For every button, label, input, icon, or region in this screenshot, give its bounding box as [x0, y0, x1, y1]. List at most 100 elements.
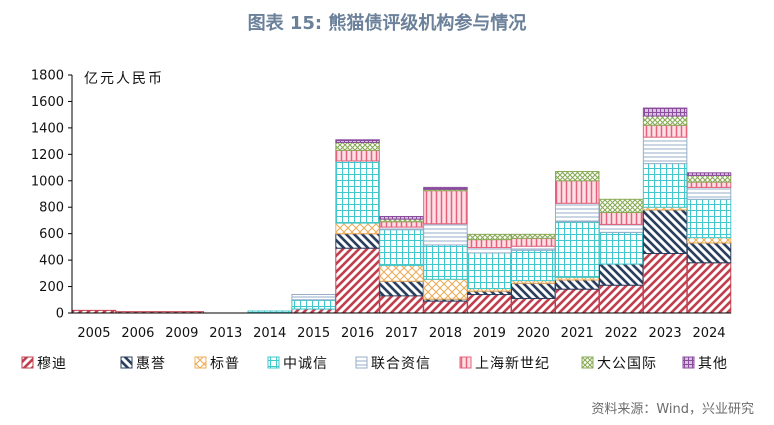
bar-2018-中诚信 — [423, 244, 468, 280]
legend-swatch-其他 — [682, 356, 695, 369]
legend-label: 联合资信 — [371, 356, 431, 372]
x-tick-label: 2015 — [297, 326, 330, 341]
bar-2024-联合资信 — [686, 186, 732, 200]
x-tick-label: 2009 — [165, 326, 198, 341]
legend-label: 其他 — [698, 356, 728, 372]
legend-swatch-标普 — [194, 356, 207, 369]
bar-2021-大公国际 — [554, 171, 600, 182]
bar-2018-上海新世纪 — [423, 190, 468, 225]
x-tick-label: 2017 — [385, 326, 418, 341]
legend-label: 上海新世纪 — [475, 356, 550, 372]
x-tick-label: 2013 — [209, 326, 242, 341]
bar-2016-惠誉 — [335, 233, 380, 249]
bar-2024-标普 — [686, 237, 732, 244]
bar-2023-穆迪 — [642, 253, 688, 314]
axes-layer: 0 200 400 600 800 1000 1200 1400 1600 1800 2005 200… — [31, 69, 731, 341]
y-tick-label: 400 — [39, 254, 64, 269]
x-tick-label: 2006 — [121, 326, 154, 341]
legend-swatch-大公国际 — [581, 356, 594, 369]
bar-2024-大公国际 — [686, 174, 732, 183]
legend-label: 穆迪 — [37, 356, 67, 372]
legend-label: 中诚信 — [283, 356, 328, 372]
x-tick-label: 2016 — [341, 326, 374, 341]
x-tick-label: 2024 — [692, 326, 725, 341]
bars-layer — [71, 107, 732, 314]
y-tick-label: 1800 — [31, 69, 64, 84]
bar-2022-惠誉 — [598, 263, 644, 286]
legend-swatch-联合资信 — [355, 356, 368, 369]
bar-2019-上海新世纪 — [467, 239, 512, 249]
bar-2021-中诚信 — [554, 221, 600, 278]
bar-2018-联合资信 — [423, 223, 468, 246]
bar-2019-穆迪 — [467, 293, 512, 314]
x-tick-label: 2005 — [77, 326, 110, 341]
bar-2024-中诚信 — [686, 198, 732, 239]
bar-2020-中诚信 — [511, 249, 556, 282]
bar-2017-标普 — [379, 264, 424, 282]
legend-swatch-惠誉 — [120, 356, 133, 369]
y-tick-label: 1000 — [31, 174, 64, 189]
bar-2019-大公国际 — [467, 233, 512, 241]
x-tick-label: 2019 — [473, 326, 506, 341]
x-tick-label: 2018 — [429, 326, 462, 341]
legend-label: 大公国际 — [597, 356, 657, 372]
bar-2020-上海新世纪 — [511, 237, 556, 247]
bar-2023-上海新世纪 — [642, 124, 688, 138]
bar-2021-穆迪 — [554, 288, 600, 314]
bar-2016-穆迪 — [335, 247, 380, 314]
y-tick-label: 1200 — [31, 148, 64, 163]
y-tick-label: 0 — [56, 307, 64, 322]
bar-2020-联合资信 — [511, 245, 556, 251]
bar-2019-中诚信 — [467, 252, 512, 290]
legend-swatch-上海新世纪 — [459, 356, 472, 369]
x-tick-label: 2020 — [517, 326, 550, 341]
bar-2016-大公国际 — [335, 141, 380, 151]
bar-2020-惠誉 — [511, 282, 556, 299]
bar-2021-上海新世纪 — [554, 180, 600, 204]
bar-2023-其他 — [642, 107, 688, 117]
y-tick-label: 600 — [39, 227, 64, 242]
legend-swatch-穆迪 — [21, 356, 34, 369]
bar-2022-联合资信 — [598, 223, 644, 233]
legend-label: 标普 — [210, 356, 240, 372]
y-axis-unit-label: 亿元人民币 — [84, 71, 164, 87]
legend: 穆迪 惠誉 标普 中诚信 联合资信 上海新世纪 大公国际 其他 — [21, 356, 728, 372]
bar-2024-上海新世纪 — [686, 181, 732, 188]
bar-2024-穆迪 — [686, 262, 732, 314]
bar-2016-其他 — [335, 139, 380, 143]
bar-2019-联合资信 — [467, 247, 512, 254]
bar-2023-联合资信 — [642, 136, 688, 165]
bar-2020-大公国际 — [511, 233, 556, 239]
bar-2020-穆迪 — [511, 297, 556, 314]
bar-2015-中诚信 — [291, 299, 336, 310]
bar-2015-联合资信 — [291, 293, 336, 301]
y-tick-label: 1600 — [31, 95, 64, 110]
bar-2023-中诚信 — [642, 163, 688, 208]
bar-2017-中诚信 — [379, 229, 424, 266]
bar-2016-上海新世纪 — [335, 149, 380, 162]
chart-title: 图表 15: 熊猫债评级机构参与情况 — [247, 13, 527, 34]
bar-2021-联合资信 — [554, 202, 600, 223]
bar-2024-其他 — [686, 172, 732, 176]
bar-2018-其他 — [423, 186, 468, 190]
bar-2017-上海新世纪 — [379, 221, 424, 228]
bar-2021-惠誉 — [554, 279, 600, 290]
legend-swatch-中诚信 — [267, 356, 280, 369]
bar-2022-中诚信 — [598, 231, 644, 265]
bar-2022-穆迪 — [598, 284, 644, 314]
x-tick-label: 2014 — [253, 326, 286, 341]
bar-2017-其他 — [379, 215, 424, 220]
bar-2022-大公国际 — [598, 198, 644, 214]
bar-2018-标普 — [423, 278, 468, 300]
bar-2023-大公国际 — [642, 115, 688, 126]
bar-2017-惠誉 — [379, 280, 424, 297]
bar-2018-穆迪 — [423, 300, 468, 314]
x-tick-label: 2022 — [605, 326, 638, 341]
bar-2016-中诚信 — [335, 160, 380, 224]
legend-label: 惠誉 — [136, 356, 166, 372]
y-tick-label: 1400 — [31, 121, 64, 136]
bar-2016-标普 — [335, 222, 380, 235]
bar-2015-穆迪 — [291, 308, 336, 314]
bar-2022-上海新世纪 — [598, 212, 644, 225]
